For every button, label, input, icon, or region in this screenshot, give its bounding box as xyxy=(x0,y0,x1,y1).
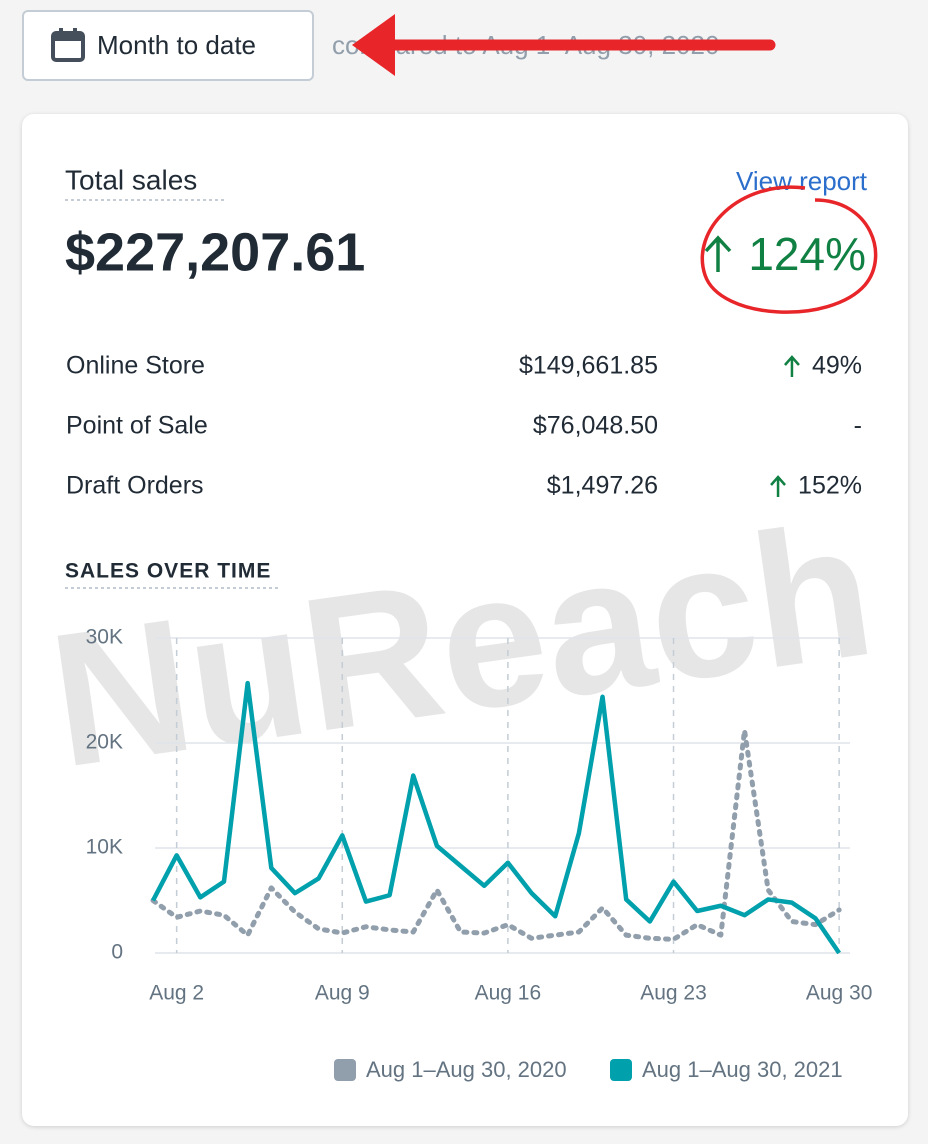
series-line xyxy=(150,727,842,942)
up-arrow xyxy=(784,355,800,377)
row-amount: $1,497.26 xyxy=(547,472,658,500)
row-label: Online Store xyxy=(66,352,205,380)
series-line xyxy=(151,680,841,955)
card-title: Total sales xyxy=(65,164,197,195)
row-label: Draft Orders xyxy=(66,472,204,500)
y-tick-label: 10K xyxy=(86,836,123,859)
x-tick-label: Aug 9 xyxy=(315,982,370,1005)
up-arrow xyxy=(704,235,732,272)
legend-swatch xyxy=(610,1059,632,1081)
y-tick-label: 0 xyxy=(111,941,123,964)
x-tick-label: Aug 30 xyxy=(806,982,873,1005)
x-tick-label: Aug 23 xyxy=(640,982,707,1005)
y-tick-label: 30K xyxy=(86,626,123,649)
x-tick-label: Aug 16 xyxy=(475,982,542,1005)
y-tick-label: 20K xyxy=(86,731,123,754)
date-button[interactable] xyxy=(22,10,314,81)
date-button-label: Month to date xyxy=(97,30,256,60)
red-circle xyxy=(700,185,878,314)
row-amount: $76,048.50 xyxy=(533,412,658,440)
calendar-icon xyxy=(51,28,85,62)
legend-label: Aug 1–Aug 30, 2021 xyxy=(642,1057,843,1082)
red-arrow xyxy=(352,14,776,76)
sales-card xyxy=(22,114,908,1126)
row-change: 152% xyxy=(798,472,862,500)
up-arrow xyxy=(770,475,786,497)
row-change: 49% xyxy=(812,352,862,380)
view-report-link[interactable]: View report xyxy=(736,166,868,196)
legend-swatch xyxy=(334,1059,356,1081)
total-change: 124% xyxy=(748,228,866,280)
legend-label: Aug 1–Aug 30, 2020 xyxy=(366,1057,567,1082)
x-tick-label: Aug 2 xyxy=(149,982,204,1005)
row-amount: $149,661.85 xyxy=(519,352,658,380)
chart-title: SALES OVER TIME xyxy=(65,560,271,583)
row-label: Point of Sale xyxy=(66,412,208,440)
row-change: - xyxy=(854,412,862,440)
total-sales: $227,207.61 xyxy=(65,222,365,282)
